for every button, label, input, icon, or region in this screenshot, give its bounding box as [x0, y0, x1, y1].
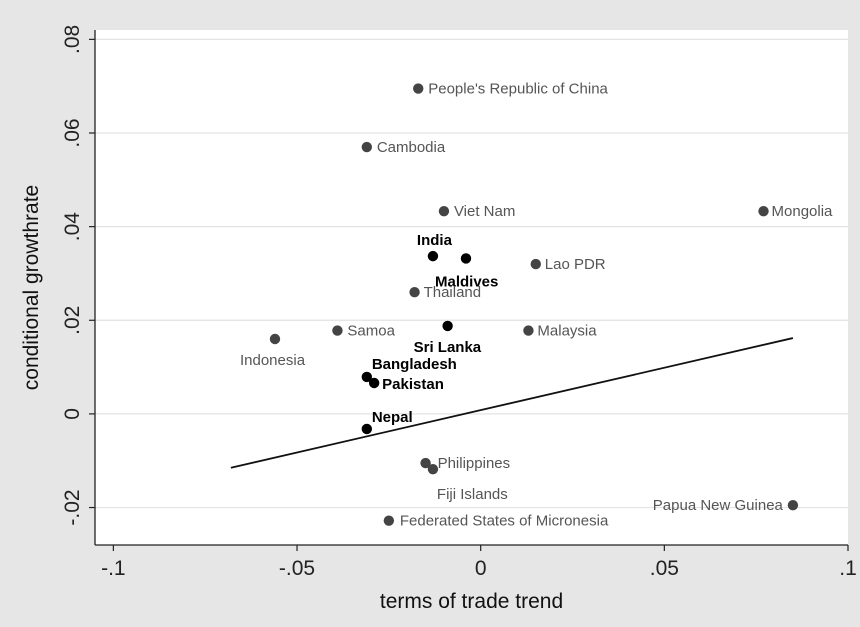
point-label: Sri Lanka [414, 339, 482, 356]
data-points: People's Republic of China Cambodia Viet N… [240, 81, 833, 530]
data-point [409, 286, 420, 298]
data-point [787, 500, 799, 511]
y-tick-label: 0 [61, 408, 84, 420]
point-label: Viet Nam [454, 203, 515, 220]
data-point [413, 83, 424, 94]
data-point [427, 463, 439, 475]
data-point [460, 253, 472, 264]
point-label: Bangladesh [372, 356, 457, 373]
plot-area [95, 30, 848, 545]
point-label: Federated States of Micronesia [400, 513, 609, 530]
tick-labels: -.02 0 .02 .04 .06 .08 -.1 -.05 0 .05 .1 [61, 25, 857, 580]
point-label: Papua New Guinea [653, 497, 784, 514]
point-label: Thailand [424, 284, 482, 301]
data-point [438, 205, 450, 217]
x-tick-label: -.05 [279, 557, 315, 580]
data-point [361, 423, 373, 435]
point-label: Indonesia [240, 352, 306, 369]
point-label: Philippines [438, 455, 511, 472]
point-label: Maldives [435, 273, 498, 290]
point-label: Fiji Islands [437, 486, 508, 503]
axes [89, 30, 849, 551]
data-point [427, 250, 439, 262]
data-point [361, 141, 373, 153]
point-label: Nepal [372, 409, 413, 426]
point-label: Lao PDR [545, 256, 606, 273]
data-point [368, 377, 380, 389]
y-tick-label: -.02 [61, 489, 84, 525]
y-axis-title: conditional growthrate [20, 185, 43, 390]
data-point [420, 457, 431, 469]
point-label: Pakistan [382, 376, 444, 393]
data-point [269, 333, 281, 345]
point-label: Malaysia [537, 323, 597, 340]
x-axis-title: terms of trade trend [380, 590, 563, 613]
y-tick-label: .04 [61, 212, 84, 242]
y-tick-label: .06 [61, 118, 84, 147]
point-label: Mongolia [772, 203, 834, 220]
data-point [442, 320, 453, 332]
data-point [523, 325, 534, 336]
point-label: People's Republic of China [428, 81, 608, 98]
y-tick-label: .08 [61, 25, 84, 54]
fit-line [230, 337, 794, 469]
data-point [383, 515, 395, 526]
x-tick-label: .1 [839, 557, 857, 580]
point-label: India [417, 232, 453, 249]
x-tick-label: 0 [475, 557, 487, 580]
data-point [758, 205, 769, 217]
point-label: Samoa [347, 323, 395, 340]
data-point [332, 325, 343, 336]
data-point [361, 371, 373, 383]
data-point [530, 258, 541, 270]
point-label: Cambodia [377, 139, 446, 156]
y-tick-label: .02 [61, 306, 84, 335]
grid-lines [95, 38, 848, 509]
x-tick-label: .05 [650, 557, 679, 580]
x-tick-label: -.1 [101, 557, 126, 580]
